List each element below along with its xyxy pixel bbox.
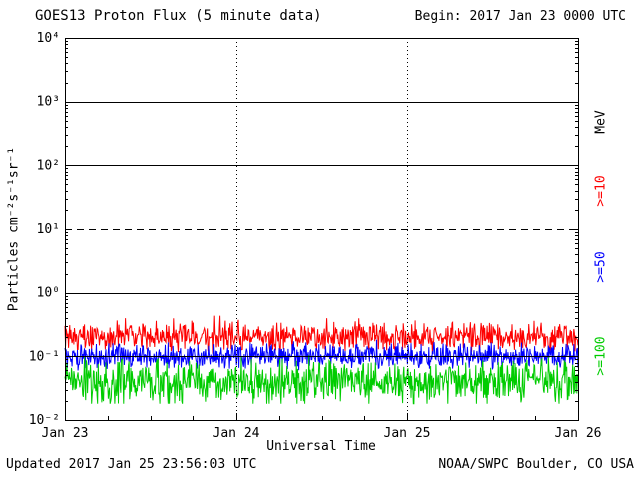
gridlines — [65, 38, 578, 420]
updated-timestamp-label: Updated 2017 Jan 25 23:56:03 UTC — [6, 457, 257, 472]
y-tick-label-4: 10⁴ — [37, 31, 60, 46]
right-axis-unit-label: MeV — [593, 110, 609, 134]
series-line-gege10 — [64, 315, 579, 354]
y-axis-title: Particles cm⁻²s⁻¹sr⁻¹ — [6, 146, 22, 312]
x-tick-label-1: Jan 24 — [213, 426, 260, 441]
series-label-ge10: >=10 — [593, 175, 609, 207]
begin-time-label: Begin: 2017 Jan 23 0000 UTC — [414, 9, 626, 24]
series-lines — [64, 315, 579, 405]
series-line-gege100 — [64, 354, 579, 405]
x-axis-title: Universal Time — [266, 439, 376, 454]
y-tick-label-3: 10³ — [37, 95, 60, 110]
series-line-gege50 — [64, 339, 579, 371]
y-tick-label--2: 10⁻² — [29, 413, 60, 428]
y-tick-label-2: 10² — [37, 158, 60, 173]
axis-ticks — [65, 38, 579, 421]
chart-title: GOES13 Proton Flux (5 minute data) — [35, 8, 322, 24]
series-label-ge50: >=50 — [593, 251, 609, 283]
y-tick-label-1: 10¹ — [37, 222, 60, 237]
y-tick-label-0: 10⁰ — [37, 286, 60, 301]
x-tick-label-0: Jan 23 — [42, 426, 89, 441]
series-label-ge100: >=100 — [593, 336, 609, 376]
source-attribution-label: NOAA/SWPC Boulder, CO USA — [438, 457, 634, 472]
x-tick-label-2: Jan 25 — [384, 426, 431, 441]
y-tick-label--1: 10⁻¹ — [29, 349, 60, 364]
x-tick-label-3: Jan 26 — [555, 426, 602, 441]
